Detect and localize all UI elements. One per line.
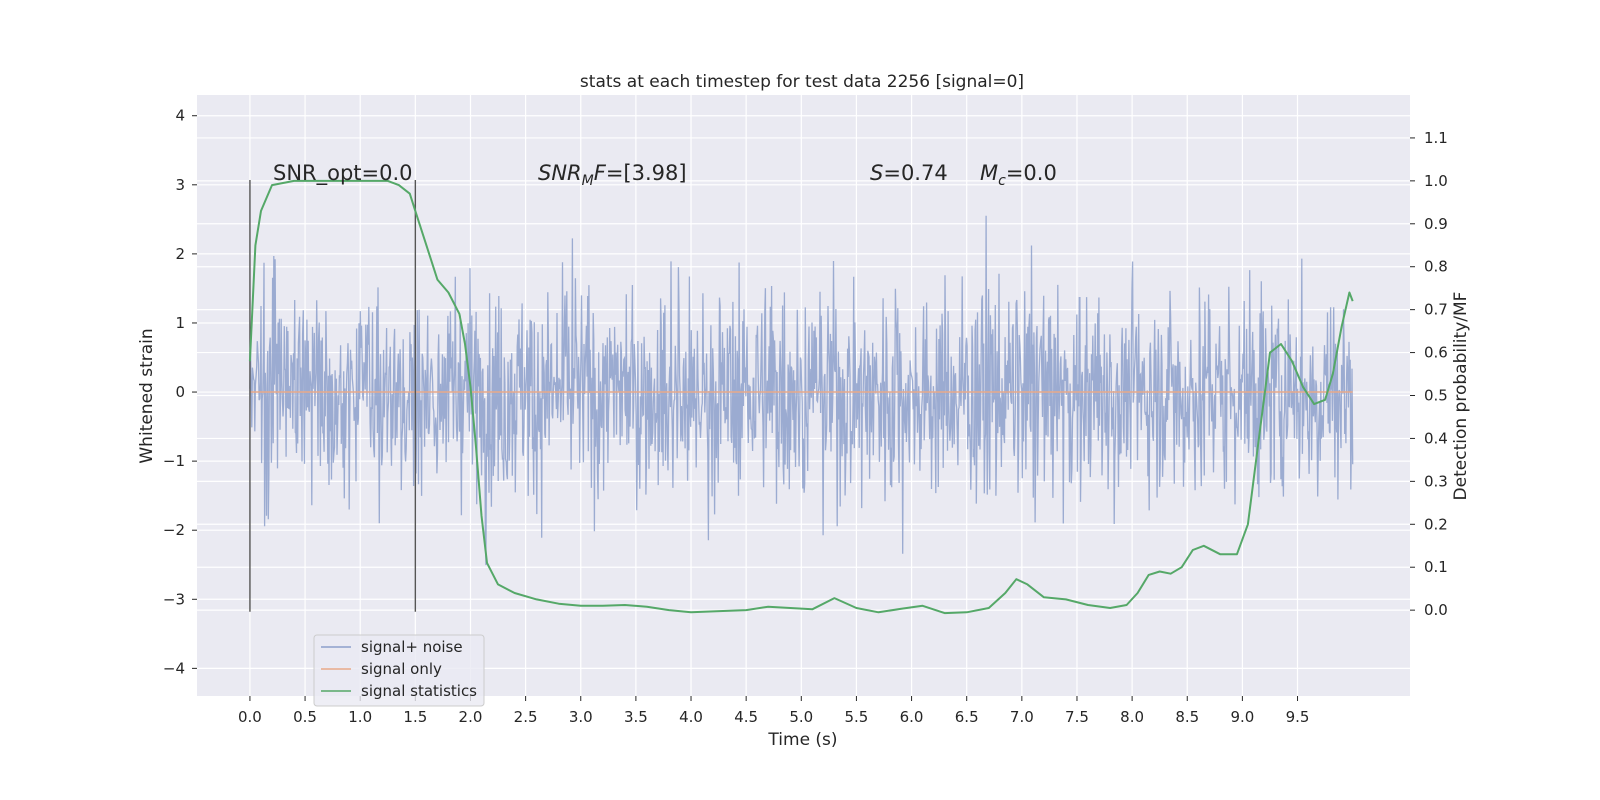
right-tick-label: 1.0: [1424, 172, 1448, 190]
x-tick-label: 2.5: [514, 708, 538, 726]
x-axis-label: Time (s): [767, 730, 837, 750]
right-tick-label: 0.1: [1424, 558, 1448, 576]
snr-opt-annotation: SNR_opt=0.0: [273, 161, 413, 186]
s-annotation-value: =0.74: [883, 161, 947, 185]
x-tick-label: 3.0: [569, 708, 593, 726]
y-tick-label: −3: [163, 590, 185, 608]
x-tick-label: 6.5: [955, 708, 979, 726]
chart-title: stats at each timestep for test data 225…: [580, 72, 1024, 92]
y-tick-label: −2: [163, 521, 185, 539]
right-tick-label: 0.8: [1424, 258, 1448, 276]
legend-box: [313, 634, 485, 707]
signal-statistics-series: [248, 179, 1354, 615]
snr-mf-subscript: M: [582, 173, 594, 189]
snr-mf-base: SNR: [538, 161, 582, 185]
mc-annotation-value: =0.0: [1006, 161, 1057, 185]
x-tick-label: 7.0: [1010, 708, 1034, 726]
right-tick-label: 0.0: [1424, 601, 1448, 619]
legend: signal+ noise signal only signal statist…: [313, 634, 485, 707]
right-tick-label: 0.5: [1424, 387, 1448, 405]
legend-label-signal: signal only: [361, 660, 442, 678]
y-tick-label: −4: [163, 659, 185, 677]
noise-series: [249, 215, 1354, 566]
vertical-markers: [249, 179, 417, 612]
right-tick-label: 0.2: [1424, 515, 1448, 533]
x-tick-label: 8.0: [1120, 708, 1144, 726]
x-tick-label: 3.5: [624, 708, 648, 726]
y-tick-label: 4: [175, 107, 185, 125]
x-tick-label: 5.0: [789, 708, 813, 726]
mc-annotation-subscript: c: [998, 173, 1006, 189]
y-tick-label: 2: [175, 245, 185, 263]
legend-label-statistics: signal statistics: [361, 682, 477, 700]
x-tick-label: 4.0: [679, 708, 703, 726]
x-tick-label: 5.5: [845, 708, 869, 726]
y-axis-ticks: 4 3 2 1 0 −1 −2 −3 −4: [163, 107, 197, 677]
y-tick-label: 3: [175, 176, 185, 194]
right-tick-label: 0.4: [1424, 429, 1448, 447]
right-axis-ticks: 1.1 1.0 0.9 0.8 0.7 0.6 0.5 0.4 0.3 0.2 0.1 0.0: [1410, 129, 1448, 619]
noise-trace: [249, 215, 1354, 566]
x-tick-label: 9.5: [1286, 708, 1310, 726]
x-axis-ticks: 0.0 0.5 1.0 1.5 2.0 2.5 3.0 3.5 4.0 4.5 5.0 5.5 6.0 6…: [238, 696, 1309, 726]
x-tick-label: 1.0: [348, 708, 372, 726]
right-tick-label: 0.6: [1424, 344, 1448, 362]
y-axis-label: Whitened strain: [137, 328, 157, 463]
s-annotation-label: S: [870, 161, 883, 185]
x-tick-label: 0.5: [293, 708, 317, 726]
x-tick-label: 4.5: [734, 708, 758, 726]
x-tick-label: 9.0: [1230, 708, 1254, 726]
x-tick-label: 8.5: [1175, 708, 1199, 726]
y-tick-label: −1: [163, 452, 185, 470]
x-tick-label: 0.0: [238, 708, 262, 726]
x-tick-label: 2.0: [459, 708, 483, 726]
signal-statistics-line: [248, 179, 1354, 615]
snr-mf-value: =[3.98]: [606, 161, 687, 185]
y-tick-label: 1: [175, 314, 185, 332]
x-tick-label: 1.5: [403, 708, 427, 726]
snr-mf-rest-f: F: [594, 161, 607, 185]
x-tick-label: 6.0: [900, 708, 924, 726]
s-annotation: S=0.74: [870, 161, 948, 185]
mc-annotation: Mc=0.0: [980, 161, 1057, 189]
right-tick-label: 1.1: [1424, 129, 1448, 147]
legend-label-noise: signal+ noise: [361, 638, 463, 656]
right-tick-label: 0.7: [1424, 301, 1448, 319]
x-tick-label: 7.5: [1065, 708, 1089, 726]
right-axis-label: Detection probability/MF: [1451, 292, 1471, 501]
right-tick-label: 0.3: [1424, 472, 1448, 490]
y-tick-label: 0: [175, 383, 185, 401]
mc-annotation-label: M: [980, 161, 998, 185]
snr-mf-annotation: SNRMF=[3.98]: [538, 161, 687, 189]
right-tick-label: 0.9: [1424, 215, 1448, 233]
